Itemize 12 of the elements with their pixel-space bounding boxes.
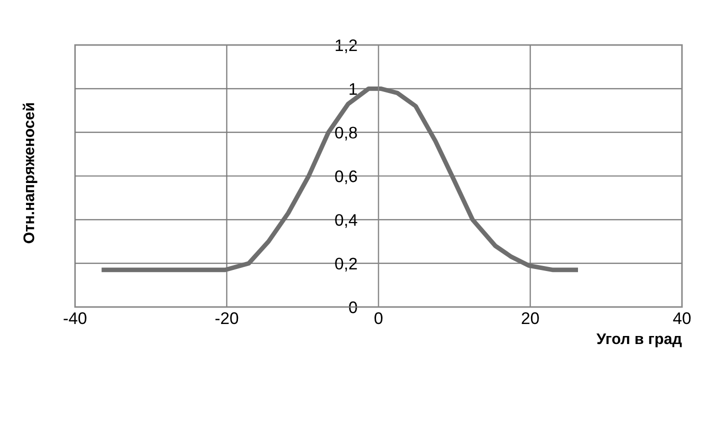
y-tick-label: 0,2 bbox=[335, 258, 357, 272]
y-tick-label: 0,6 bbox=[335, 170, 357, 184]
y-tick-label: 0,4 bbox=[335, 214, 358, 228]
x-tick-label: -40 bbox=[64, 312, 86, 324]
x-tick-label: 40 bbox=[673, 312, 691, 324]
y-tick-label: 0,8 bbox=[335, 126, 357, 141]
y-axis-title: Отн.напряженосей bbox=[22, 103, 38, 244]
x-tick-label: 0 bbox=[374, 312, 382, 324]
x-axis-title: Угол в град bbox=[596, 334, 682, 348]
x-tick-label: -20 bbox=[215, 312, 238, 324]
x-tick-label: 20 bbox=[522, 312, 539, 324]
y-tick-label: 1 bbox=[350, 83, 357, 95]
